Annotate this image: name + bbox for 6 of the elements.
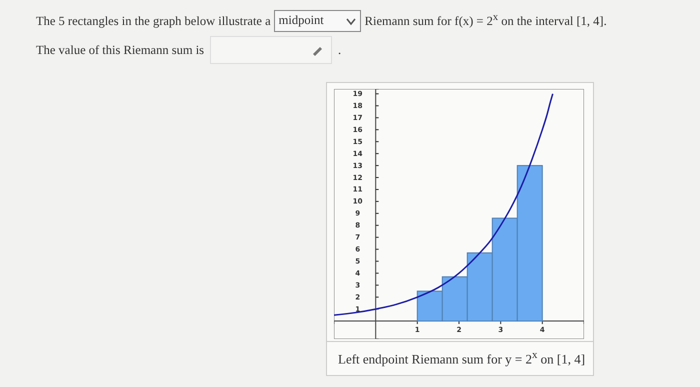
dropdown: midpoint [274, 10, 361, 32]
text: The value of this Riemann sum is [36, 42, 204, 58]
text: The 5 rectangles in the graph below illustrate a [36, 14, 271, 28]
text: Riemann sum for f(x) = 2$^{x}$ on the interval [1, 4]. [364, 12, 607, 30]
text: . [338, 42, 342, 58]
text: Left endpoint Riemann sum for y = 2$^{x}$ on [1, 4] [338, 349, 586, 368]
